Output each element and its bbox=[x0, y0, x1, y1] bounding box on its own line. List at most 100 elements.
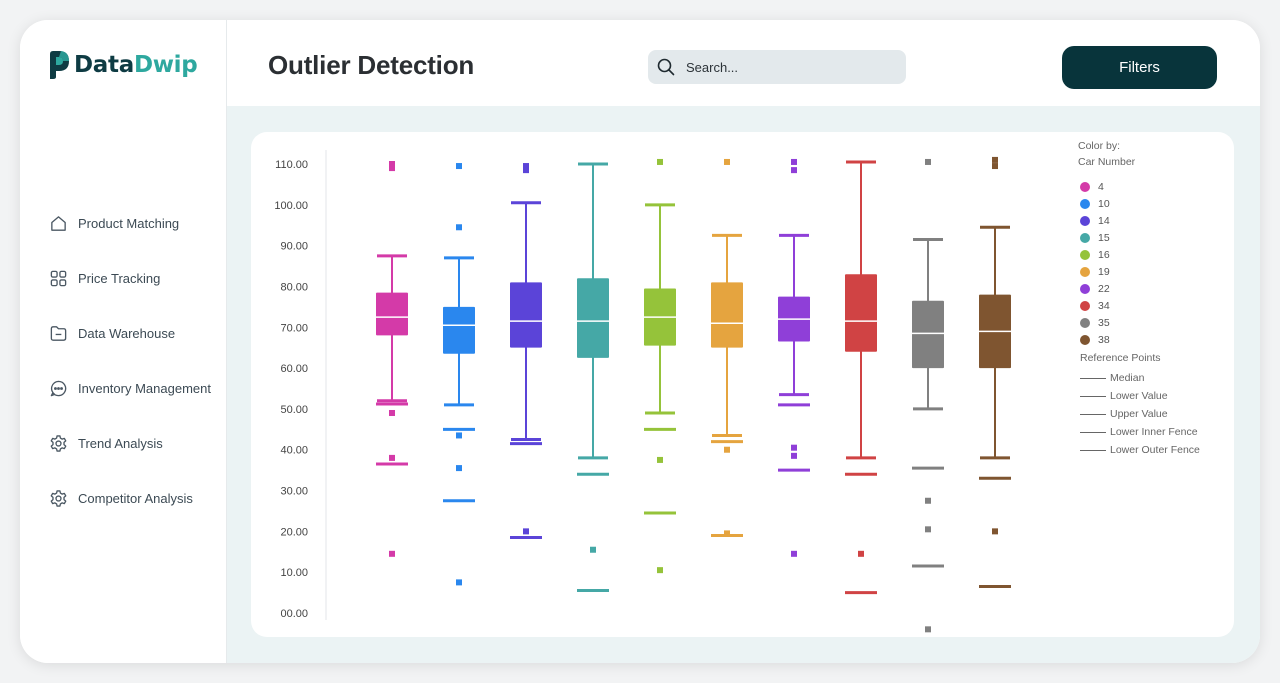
grid-icon bbox=[50, 270, 67, 287]
app-window: DataDwip Product Matching Price Tracking… bbox=[20, 20, 1260, 663]
y-tick-label: 60.00 bbox=[280, 363, 308, 375]
legend-swatch bbox=[1080, 198, 1090, 209]
reference-label: Upper Value bbox=[1110, 408, 1168, 420]
search-box[interactable] bbox=[648, 50, 906, 84]
y-tick-label: 80.00 bbox=[280, 281, 308, 293]
outlier-point bbox=[456, 224, 462, 231]
gear-icon bbox=[50, 435, 67, 452]
reference-title: Reference Points bbox=[1080, 352, 1161, 364]
reference-items: Median Lower Value Upper Value Lower Inner … bbox=[1078, 369, 1228, 459]
legend-item[interactable]: 16 bbox=[1078, 246, 1228, 263]
box-iqr bbox=[577, 278, 609, 358]
legend-swatch bbox=[1080, 181, 1090, 192]
reference-item: Median bbox=[1078, 369, 1228, 387]
y-tick-label: 20.00 bbox=[280, 526, 308, 538]
legend-label: 4 bbox=[1098, 180, 1104, 193]
outlier-point bbox=[791, 167, 797, 174]
legend-item[interactable]: 4 bbox=[1078, 178, 1228, 195]
gear-icon bbox=[50, 490, 67, 507]
filters-button[interactable]: Filters bbox=[1062, 46, 1217, 89]
outlier-point bbox=[791, 158, 797, 165]
legend-swatch bbox=[1080, 232, 1090, 243]
legend-item[interactable]: 22 bbox=[1078, 280, 1228, 297]
legend-swatch bbox=[1080, 300, 1090, 311]
sidebar-item-inventory-management[interactable]: Inventory Management bbox=[49, 361, 211, 416]
legend-item[interactable]: 10 bbox=[1078, 195, 1228, 212]
outlier-point bbox=[389, 409, 395, 416]
reference-item: Upper Value bbox=[1078, 405, 1228, 423]
sidebar-item-label: Product Matching bbox=[78, 216, 180, 231]
chart-legend: Color by: Car Number 4 10 14 15 16 19 22 34 35 38… bbox=[1078, 138, 1228, 459]
legend-swatch bbox=[1080, 266, 1090, 277]
box-iqr bbox=[711, 282, 743, 348]
y-tick-label: 30.00 bbox=[280, 486, 308, 498]
outlier-point bbox=[992, 163, 998, 170]
logo-icon bbox=[50, 51, 69, 79]
legend-item[interactable]: 38 bbox=[1078, 331, 1228, 348]
y-tick-label: 40.00 bbox=[280, 445, 308, 457]
outlier-point bbox=[724, 158, 730, 165]
sidebar-item-trend-analysis[interactable]: Trend Analysis bbox=[49, 416, 211, 471]
sidebar-item-price-tracking[interactable]: Price Tracking bbox=[49, 251, 211, 306]
logo[interactable]: DataDwip bbox=[48, 50, 198, 80]
outlier-point bbox=[992, 156, 998, 163]
outlier-point bbox=[724, 530, 730, 537]
search-input[interactable] bbox=[684, 58, 888, 76]
legend-label: 35 bbox=[1098, 316, 1110, 329]
outlier-point bbox=[389, 550, 395, 557]
legend-item[interactable]: 14 bbox=[1078, 212, 1228, 229]
outlier-point bbox=[791, 452, 797, 459]
box-iqr bbox=[510, 282, 542, 348]
outlier-point bbox=[925, 626, 931, 633]
logo-text-dwip: Dwip bbox=[133, 52, 198, 78]
legend-label: 10 bbox=[1098, 197, 1110, 210]
legend-swatch bbox=[1080, 334, 1090, 345]
outlier-point bbox=[992, 528, 998, 535]
reference-item: Lower Value bbox=[1078, 387, 1228, 405]
folder-icon bbox=[50, 326, 67, 341]
sidebar-item-label: Competitor Analysis bbox=[78, 491, 193, 506]
reference-item: Lower Inner Fence bbox=[1078, 423, 1228, 441]
outlier-point bbox=[925, 158, 931, 165]
sidebar-item-product-matching[interactable]: Product Matching bbox=[49, 196, 211, 251]
reference-label: Median bbox=[1110, 372, 1145, 384]
legend-label: 15 bbox=[1098, 231, 1110, 244]
outlier-point bbox=[657, 158, 663, 165]
legend-label: 16 bbox=[1098, 248, 1110, 261]
chart-card: 00.00 10.00 20.00 30.00 40.00 50.00 60.00 70.00… bbox=[251, 132, 1234, 637]
legend-item[interactable]: 15 bbox=[1078, 229, 1228, 246]
y-tick-label: 10.00 bbox=[280, 567, 308, 579]
y-tick-label: 70.00 bbox=[280, 322, 308, 334]
legend-item[interactable]: 35 bbox=[1078, 314, 1228, 331]
logo-text-data: Data bbox=[74, 52, 134, 78]
chat-icon bbox=[50, 380, 67, 397]
outlier-point bbox=[389, 161, 395, 167]
reference-label: Lower Inner Fence bbox=[1110, 426, 1198, 438]
outlier-point bbox=[791, 444, 797, 451]
sidebar-item-data-warehouse[interactable]: Data Warehouse bbox=[49, 306, 211, 361]
box-iqr bbox=[912, 300, 944, 369]
legend-title: Color by: bbox=[1078, 140, 1121, 152]
outlier-point bbox=[925, 497, 931, 504]
legend-subtitle: Car Number bbox=[1078, 156, 1136, 168]
outlier-point bbox=[523, 167, 529, 174]
sidebar-item-label: Data Warehouse bbox=[78, 326, 176, 341]
legend-item[interactable]: 19 bbox=[1078, 263, 1228, 280]
y-tick-label: 50.00 bbox=[280, 404, 308, 416]
y-tick-label: 90.00 bbox=[280, 241, 308, 253]
page-title: Outlier Detection bbox=[268, 50, 475, 80]
legend-items: 4 10 14 15 16 19 22 34 35 38 bbox=[1078, 178, 1228, 348]
reference-line-swatch bbox=[1080, 431, 1106, 433]
outlier-point bbox=[456, 465, 462, 472]
legend-item[interactable]: 34 bbox=[1078, 297, 1228, 314]
home-icon bbox=[51, 216, 66, 231]
outlier-point bbox=[791, 550, 797, 557]
legend-label: 19 bbox=[1098, 265, 1110, 278]
legend-swatch bbox=[1080, 317, 1090, 328]
outlier-point bbox=[523, 163, 529, 170]
sidebar-item-competitor-analysis[interactable]: Competitor Analysis bbox=[49, 471, 211, 526]
outlier-point bbox=[389, 165, 395, 172]
reference-item: Lower Outer Fence bbox=[1078, 441, 1228, 459]
sidebar-item-label: Trend Analysis bbox=[78, 436, 163, 451]
reference-line-swatch bbox=[1080, 449, 1106, 451]
